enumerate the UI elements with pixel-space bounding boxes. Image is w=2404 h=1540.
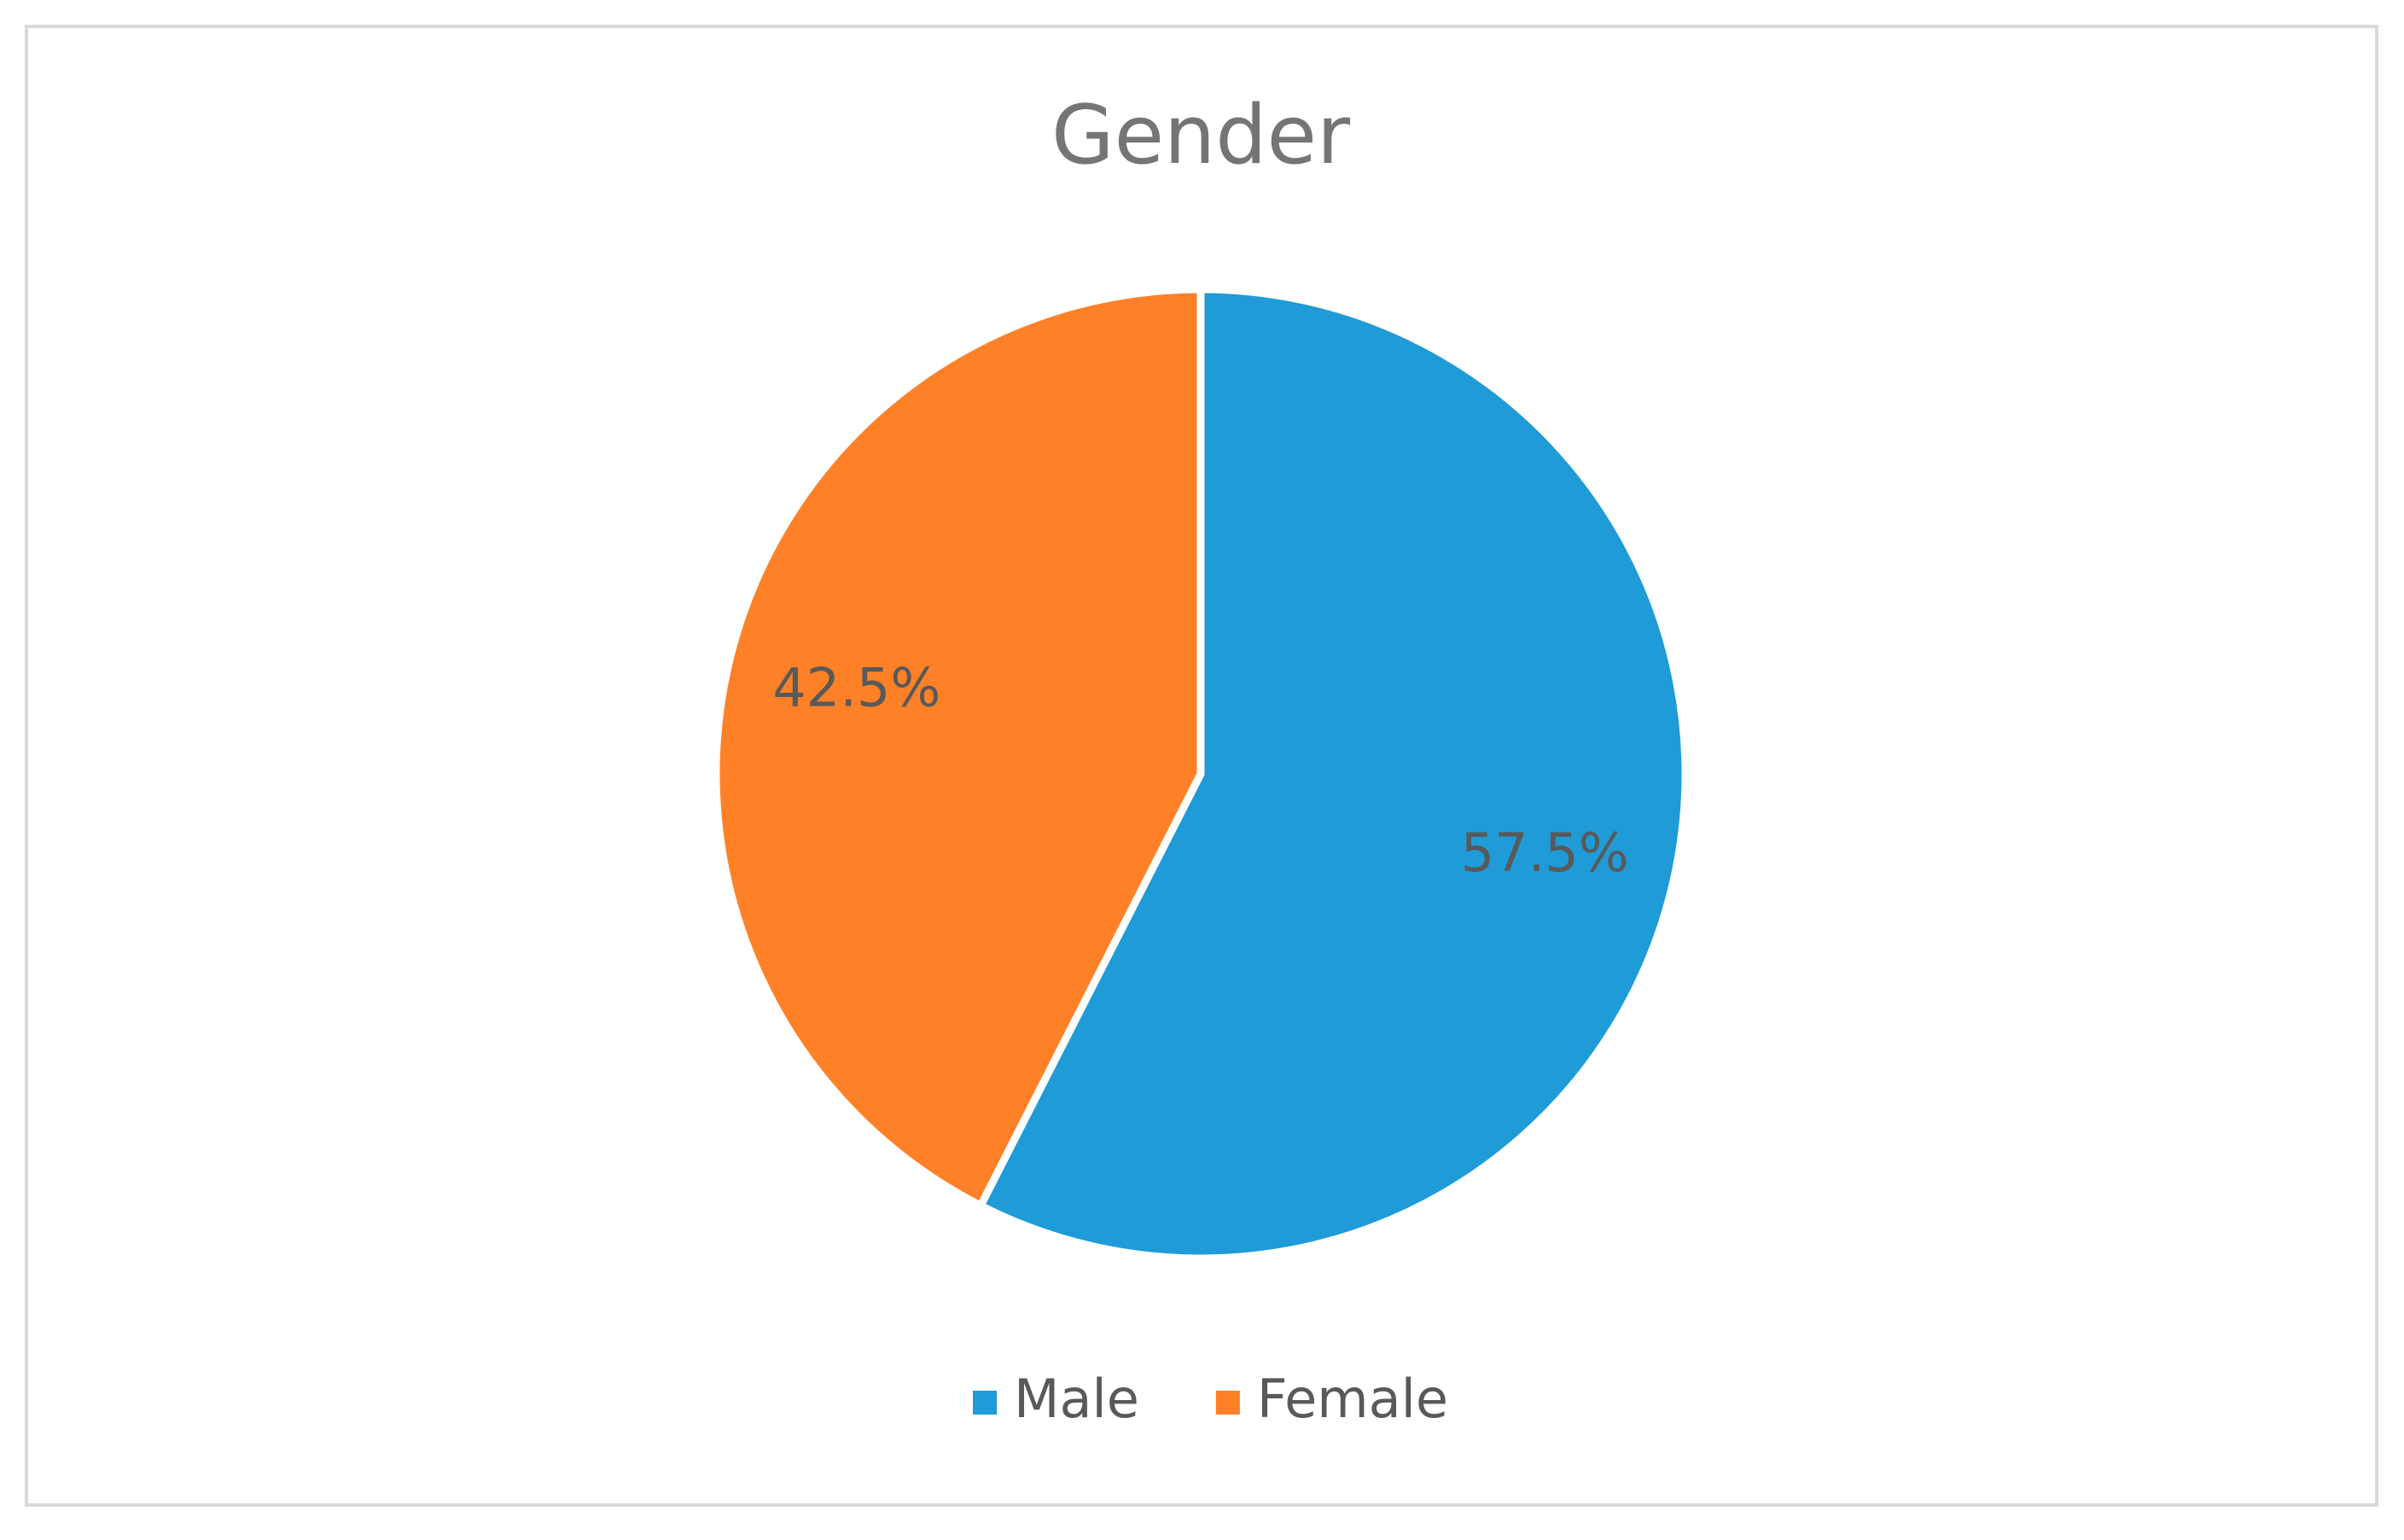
data-label: 57.5%	[1461, 822, 1629, 884]
legend-label: Male	[1014, 1368, 1139, 1430]
pie-slice	[976, 285, 1690, 1263]
legend-marker	[1215, 1391, 1240, 1415]
pie-slice	[712, 285, 1205, 1210]
chart-title: Gender	[1051, 89, 1351, 183]
legend-marker	[973, 1391, 997, 1415]
data-label: 42.5%	[772, 656, 940, 718]
legend-label: Female	[1257, 1368, 1448, 1430]
